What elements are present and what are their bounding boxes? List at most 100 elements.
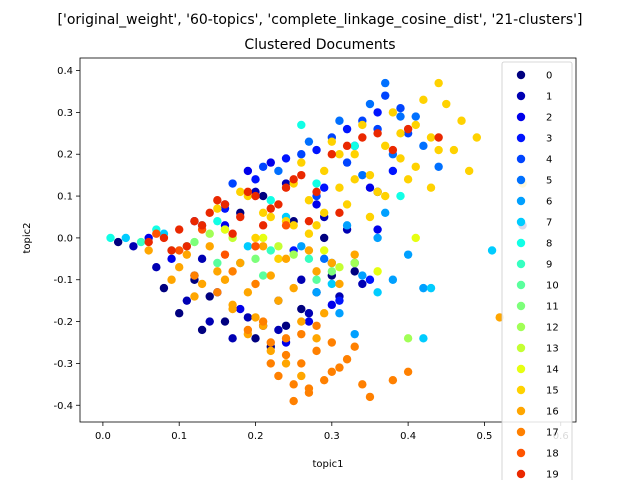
data-point	[365, 99, 375, 109]
data-point	[228, 334, 237, 343]
data-point	[152, 229, 161, 238]
data-point	[281, 359, 291, 368]
legend-marker	[516, 238, 526, 248]
data-point	[197, 254, 207, 264]
data-point	[236, 212, 245, 222]
data-point	[327, 279, 337, 289]
data-point	[365, 183, 375, 192]
data-point	[297, 304, 306, 314]
data-point	[327, 150, 337, 159]
legend-label: 2	[546, 113, 552, 124]
data-point	[251, 242, 260, 251]
data-point	[358, 120, 367, 130]
data-point	[426, 133, 436, 142]
data-point	[327, 137, 337, 146]
y-tick-label: -0.4	[53, 401, 73, 412]
data-point	[312, 346, 321, 356]
data-point	[419, 95, 428, 105]
data-point	[289, 250, 298, 259]
data-point	[312, 275, 321, 284]
data-point	[335, 150, 344, 159]
y-axis-label: topic2	[22, 222, 33, 253]
data-point	[251, 233, 260, 243]
data-point	[319, 246, 329, 255]
data-point	[251, 254, 260, 264]
data-point	[175, 225, 184, 234]
data-point	[159, 233, 169, 243]
x-tick-label: 0.2	[248, 431, 264, 442]
data-point	[258, 162, 268, 171]
data-point	[220, 200, 230, 209]
data-point	[312, 267, 321, 276]
data-point	[319, 375, 329, 385]
data-point	[205, 208, 214, 218]
legend-label: 17	[546, 428, 559, 439]
data-point	[304, 137, 314, 146]
data-point	[258, 191, 268, 201]
data-point	[304, 317, 314, 326]
data-point	[281, 254, 291, 264]
legend-marker	[516, 469, 526, 479]
data-point	[434, 145, 443, 155]
data-point	[434, 133, 443, 142]
data-point	[213, 267, 222, 276]
data-point	[388, 145, 398, 155]
data-point	[205, 242, 214, 251]
data-point	[297, 150, 306, 159]
data-point	[319, 183, 329, 192]
data-point	[144, 246, 153, 255]
data-point	[342, 141, 352, 151]
data-point	[243, 166, 253, 176]
data-point	[274, 371, 283, 381]
data-point	[266, 359, 275, 368]
figure-suptitle: ['original_weight', '60-topics', 'comple…	[58, 12, 583, 28]
data-point	[297, 329, 306, 339]
data-point	[350, 329, 359, 339]
plot-frame	[79, 57, 577, 423]
series-cluster-19	[144, 124, 443, 255]
data-point	[335, 116, 344, 125]
data-point	[304, 309, 314, 318]
data-point	[190, 216, 199, 226]
data-point	[121, 233, 130, 243]
data-point	[251, 191, 260, 201]
data-point	[266, 204, 275, 213]
data-point	[106, 233, 115, 243]
data-point	[381, 208, 390, 218]
series-cluster-6	[297, 208, 428, 339]
data-point	[289, 175, 298, 184]
data-point	[403, 124, 413, 134]
data-point	[388, 375, 398, 385]
data-point	[304, 196, 314, 205]
data-point	[396, 129, 405, 138]
data-point	[373, 108, 382, 117]
y-tick-label: -0.2	[53, 317, 73, 328]
data-point	[228, 179, 237, 188]
data-point	[213, 196, 222, 205]
data-point	[342, 221, 352, 230]
y-tick-label: -0.3	[53, 359, 73, 370]
data-point	[350, 250, 359, 259]
legend-marker	[516, 301, 526, 311]
data-point	[258, 242, 268, 251]
data-point	[342, 124, 352, 134]
data-point	[388, 166, 398, 176]
data-point	[396, 112, 405, 121]
data-point	[258, 271, 268, 280]
data-point	[342, 355, 352, 364]
data-point	[365, 275, 375, 284]
series-cluster-8	[106, 120, 405, 268]
data-point	[197, 221, 207, 230]
legend-marker	[516, 154, 526, 164]
data-point	[312, 334, 321, 343]
data-point	[182, 250, 192, 259]
data-point	[251, 175, 260, 184]
x-axis-label: topic1	[312, 459, 343, 470]
legend-label: 8	[546, 239, 552, 250]
data-point	[175, 246, 184, 255]
data-point	[266, 196, 275, 205]
data-point	[243, 288, 253, 297]
data-point	[396, 191, 405, 201]
data-point	[197, 325, 207, 335]
legend-marker	[516, 427, 526, 437]
